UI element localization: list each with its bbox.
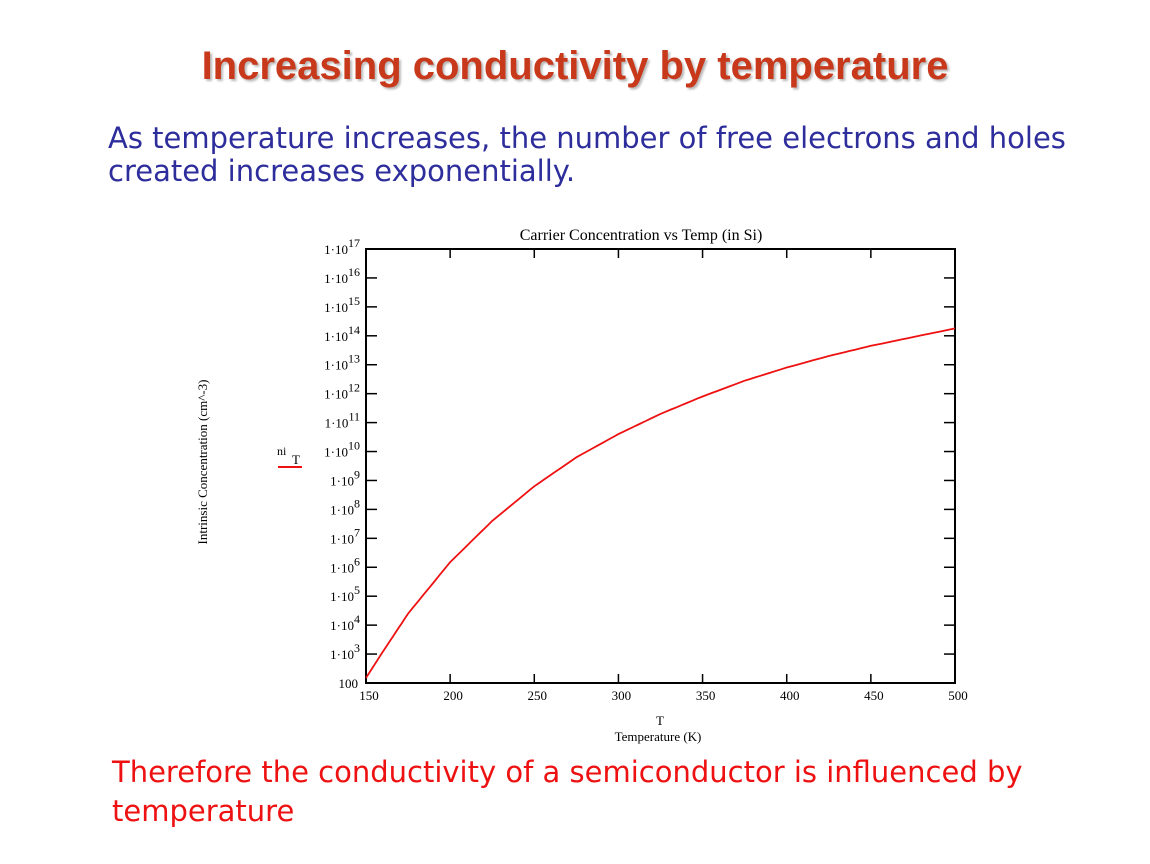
y-tick-label-13: 1·1015	[324, 294, 360, 315]
intro-text: As temperature increases, the number of …	[108, 121, 1066, 188]
chart-title: Carrier Concentration vs Temp (in Si)	[520, 227, 763, 244]
y-tick-label-5: 1·107	[330, 525, 360, 546]
y-tick-label-1: 1·103	[330, 641, 360, 662]
y-tick-label-2: 1·104	[330, 612, 360, 633]
y-tick-label-9: 1·1011	[325, 410, 360, 431]
legend-sub: T	[292, 452, 300, 467]
x-tick-label-500: 500	[948, 688, 968, 703]
y-tick-label-11: 1·1013	[324, 352, 360, 373]
x-tick-label-200: 200	[443, 688, 463, 703]
y-axis-label: Intrinsic Concentration (cm^-3)	[195, 380, 210, 545]
y-tick-label-12: 1·1014	[324, 323, 360, 344]
y-tick-label-0: 100	[339, 676, 359, 691]
x-tick-label-150: 150	[359, 688, 379, 703]
carrier-concentration-chart: Carrier Concentration vs Temp (in Si) In…	[195, 227, 968, 744]
y-tick-label-7: 1·109	[330, 467, 360, 488]
x-axis-var: T	[656, 713, 664, 728]
y-tick-label-10: 1·1012	[324, 381, 360, 402]
y-tick-label-14: 1·1016	[324, 265, 360, 286]
x-axis-label: Temperature (K)	[615, 729, 702, 744]
x-tick-label-300: 300	[612, 688, 632, 703]
x-tick-label-250: 250	[528, 688, 548, 703]
x-ticks: 150 200 250 300 350 400 450 500	[359, 249, 968, 703]
series-line-ni	[365, 327, 956, 679]
x-tick-label-450: 450	[864, 688, 884, 703]
y-tick-label-6: 1·108	[330, 496, 360, 517]
legend: ni T	[277, 444, 302, 468]
y-tick-label-8: 1·1010	[324, 439, 360, 460]
plot-frame	[365, 248, 956, 684]
conclusion-text: Therefore the conductivity of a semicond…	[112, 755, 1023, 828]
x-tick-label-350: 350	[696, 688, 716, 703]
x-tick-label-400: 400	[780, 688, 800, 703]
legend-label: ni	[277, 444, 287, 458]
slide-title: Increasing conductivity by temperature	[201, 44, 949, 88]
y-ticks: 100 1·103 1·104 1·105 1·106 1·107 1·108 1·109 1·…	[324, 236, 955, 691]
y-tick-label-3: 1·105	[330, 583, 360, 604]
y-tick-label-4: 1·106	[330, 554, 360, 575]
y-tick-label-15: 1·1017	[324, 236, 360, 257]
